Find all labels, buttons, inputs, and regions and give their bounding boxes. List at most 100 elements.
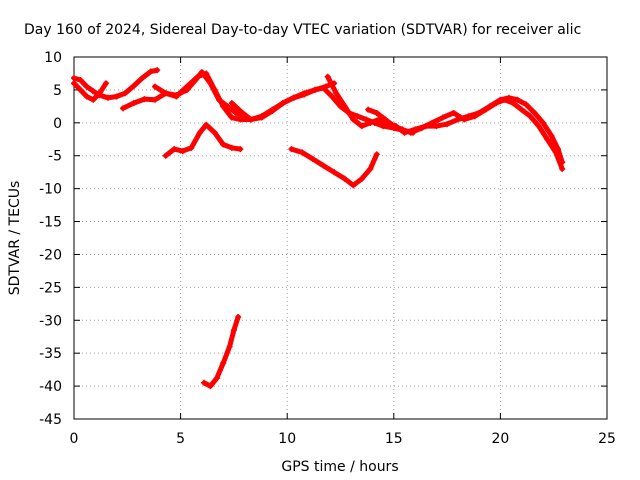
data-point	[341, 175, 348, 182]
x-tick-label: 5	[176, 431, 185, 447]
data-point	[183, 83, 190, 90]
series-arc-2	[71, 80, 109, 103]
data-point	[324, 73, 331, 80]
data-point	[154, 67, 161, 74]
data-point	[450, 109, 457, 116]
data-point	[122, 90, 129, 97]
data-point	[301, 91, 308, 98]
data-point	[228, 100, 235, 107]
y-tick-label: -20	[39, 247, 62, 263]
data-point	[380, 123, 387, 130]
series-arc-9	[288, 146, 380, 189]
plot-frame	[73, 56, 608, 420]
data-point	[482, 106, 489, 113]
data-point	[433, 123, 440, 130]
data-point	[71, 80, 77, 87]
data-point	[258, 114, 265, 121]
data-point	[510, 100, 517, 107]
x-tick-label: 20	[491, 431, 509, 447]
data-point	[194, 73, 201, 80]
data-point	[544, 136, 551, 143]
series-trace	[71, 80, 109, 103]
series-trace	[289, 146, 380, 188]
data-point	[237, 146, 244, 153]
data-point	[288, 146, 295, 153]
data-point	[363, 116, 370, 123]
data-point	[559, 165, 566, 172]
data-point	[439, 114, 446, 121]
data-point	[341, 103, 348, 110]
data-point	[228, 114, 235, 121]
data-point	[350, 182, 357, 189]
data-point	[220, 360, 227, 367]
axis-ticks: 0 5 10 15 20 25 10 5 0 -5 -10 -15 -20 -25 -30 -35 -40 -45	[39, 50, 616, 447]
data-point	[228, 144, 235, 151]
data-point	[226, 343, 233, 350]
data-point	[141, 96, 148, 103]
series-arc-7	[365, 96, 566, 172]
x-tick-label: 15	[385, 431, 403, 447]
x-axis-title: GPS time / hours	[281, 459, 398, 475]
data-point	[290, 94, 297, 101]
data-point	[461, 116, 468, 123]
data-point	[333, 90, 340, 97]
data-point	[320, 162, 327, 169]
data-point	[429, 119, 436, 126]
data-point	[130, 82, 137, 89]
y-tick-label: -10	[39, 182, 62, 198]
data-point	[201, 379, 208, 386]
y-tick-label: -45	[39, 412, 62, 428]
x-tick-label: 25	[598, 431, 616, 447]
data-point	[367, 119, 374, 126]
data-point	[331, 169, 338, 176]
data-point	[358, 175, 365, 182]
data-point	[102, 80, 109, 87]
data-point	[220, 141, 227, 148]
data-point	[90, 88, 97, 95]
data-point	[299, 149, 306, 156]
data-point	[269, 107, 276, 114]
series-arc-8	[162, 121, 244, 159]
data-point	[390, 123, 397, 130]
data-series	[71, 67, 566, 390]
chart-title: Day 160 of 2024, Sidereal Day-to-day VTE…	[24, 22, 581, 38]
data-point	[350, 116, 357, 123]
data-point	[179, 148, 186, 155]
data-point	[211, 86, 218, 93]
data-point	[173, 93, 180, 100]
data-point	[105, 94, 112, 101]
data-point	[71, 75, 77, 82]
data-point	[309, 156, 316, 163]
data-point	[139, 75, 146, 82]
data-point	[162, 152, 169, 159]
data-point	[113, 93, 120, 100]
data-point	[354, 113, 361, 120]
data-point	[77, 86, 84, 93]
data-point	[518, 106, 525, 113]
data-point	[365, 106, 372, 113]
data-point	[211, 129, 218, 136]
x-tick-label: 10	[278, 431, 296, 447]
data-point	[152, 83, 159, 90]
data-point	[471, 113, 478, 120]
y-axis-title: SDTVAR / TECUs	[7, 181, 23, 296]
data-point	[407, 129, 414, 136]
data-point	[120, 105, 127, 112]
data-point	[418, 125, 425, 132]
data-point	[382, 116, 389, 123]
data-point	[552, 149, 559, 156]
series-trace	[163, 122, 243, 159]
y-tick-label: 0	[53, 116, 62, 132]
data-point	[514, 96, 521, 103]
y-tick-label: -35	[39, 346, 62, 362]
data-point	[83, 83, 90, 90]
data-point	[279, 100, 286, 107]
data-point	[548, 132, 555, 139]
data-point	[130, 100, 137, 107]
data-point	[90, 96, 97, 103]
data-point	[493, 100, 500, 107]
data-point	[147, 68, 154, 75]
x-tick-label: 0	[70, 431, 79, 447]
data-point	[501, 96, 508, 103]
